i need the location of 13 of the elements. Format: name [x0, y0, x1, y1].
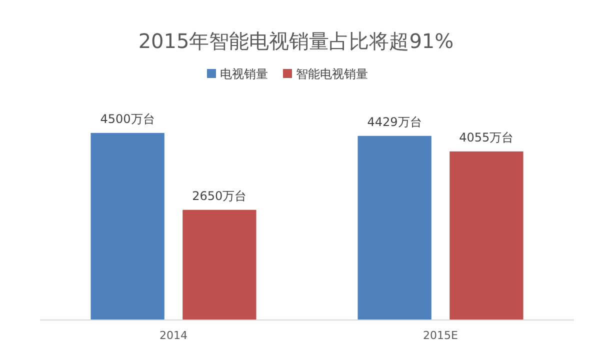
- data-label: 4429万台: [367, 114, 422, 129]
- chart-title: 2015年智能电视销量占比将超91%: [138, 29, 454, 53]
- data-label: 2650万台: [192, 188, 247, 203]
- bar: [358, 136, 432, 320]
- data-label: 4055万台: [459, 130, 514, 144]
- x-tick-label: 2014: [160, 329, 188, 342]
- bar: [182, 210, 256, 320]
- data-label: 4500万台: [100, 112, 155, 126]
- x-tick-label: 2015E: [423, 329, 458, 342]
- bar: [450, 151, 524, 320]
- bar: [90, 132, 164, 320]
- legend-label: 智能电视销量: [296, 67, 368, 81]
- legend-label: 电视销量: [220, 67, 268, 81]
